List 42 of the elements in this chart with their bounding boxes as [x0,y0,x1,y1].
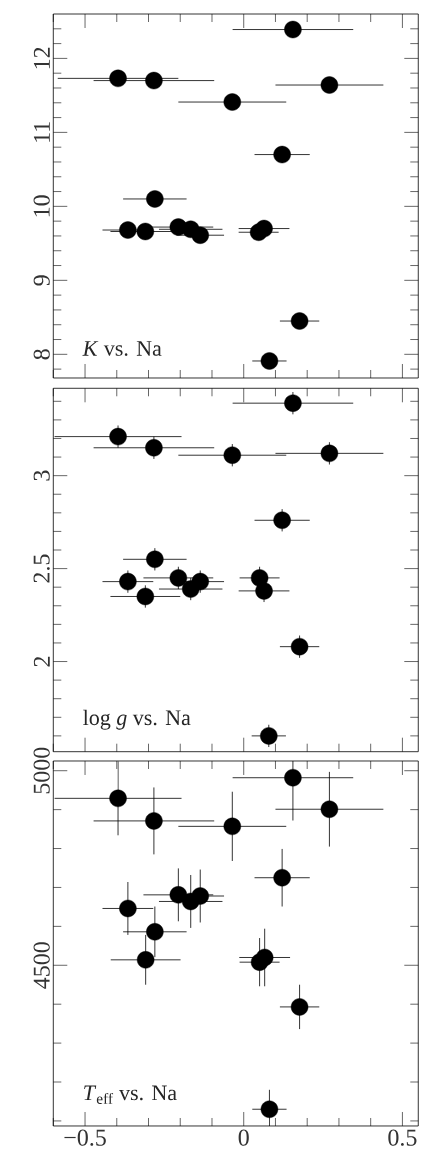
point [145,812,163,830]
point [191,226,209,244]
point [146,923,164,941]
x-tick-label: 0.5 [388,1129,417,1146]
point [320,76,339,94]
y-tick-label: 3 [33,470,50,481]
annotation: log g vs. Na [83,709,191,730]
point [136,222,155,241]
point [191,887,209,905]
point [223,93,241,111]
point [284,20,302,39]
point [320,800,339,818]
point [284,769,302,787]
point [290,998,309,1016]
point [260,1100,279,1118]
y-tick-label: 12 [33,47,50,69]
point [109,789,127,808]
point [273,869,291,887]
point [146,190,164,208]
y-tick-label: 11 [33,122,50,142]
point [136,951,155,969]
point [109,69,127,88]
point [119,221,137,239]
x-tick-label: −0.5 [64,1129,106,1146]
y-tick-label: 9 [33,275,50,286]
point [273,145,291,164]
point [290,312,309,330]
y-tick-label: 5000 [33,747,50,794]
point [255,219,273,238]
point [145,71,163,90]
y-tick-label: 2 [33,656,50,667]
point [255,948,274,967]
y-tick-label: 8 [33,349,50,360]
point [119,899,137,918]
annotation: K vs. Na [82,341,162,356]
x-tick-label: 0 [238,1129,249,1146]
point [223,817,241,836]
point [260,352,279,370]
y-tick-label: 4500 [33,942,50,989]
y-tick-label: 10 [33,195,50,217]
annotation: T$_{eff}$ vs. Na [84,1085,177,1104]
y-tick-label: 2.5 [33,554,50,583]
